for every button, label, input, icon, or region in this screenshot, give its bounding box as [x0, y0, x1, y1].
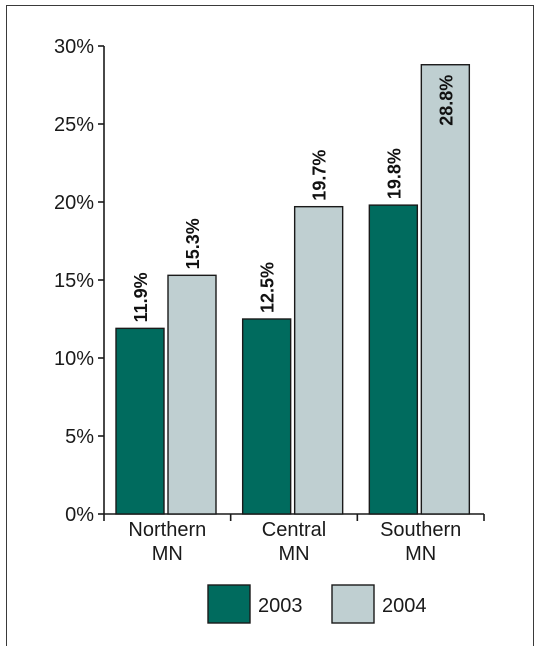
legend-swatch-2003 — [207, 584, 251, 624]
x-category-label: Central — [262, 519, 326, 541]
bar-2004-2 — [420, 64, 471, 515]
legend-label-2004: 2004 — [382, 595, 427, 617]
legend-label-2003: 2003 — [258, 595, 303, 617]
chart-legend: 2003 2004 — [207, 584, 427, 624]
chart-frame — [6, 5, 534, 646]
y-tick-label: 15% — [54, 270, 94, 292]
x-category-label: MN — [152, 543, 183, 565]
data-label: 19.7% — [310, 150, 330, 201]
x-category-label: MN — [405, 543, 436, 565]
y-tick-label: 0% — [65, 504, 94, 526]
y-tick-label: 5% — [65, 426, 94, 448]
bar-2003-0 — [115, 327, 165, 515]
x-category-label: Southern — [380, 519, 461, 541]
bar-2004-1 — [293, 205, 344, 515]
chart-axes: 0%5%10%15%20%25%30%NorthernMNCentralMNSo… — [54, 36, 485, 565]
chart-data-labels: 11.9% 15.3% 12.5% 19.7% 19.8% 28.8% — [131, 75, 456, 323]
legend-swatch-2004 — [331, 584, 375, 624]
data-label: 28.8% — [436, 75, 456, 126]
data-label: 12.5% — [258, 262, 278, 313]
bar-2003-1 — [241, 318, 292, 515]
x-category-label: Northern — [128, 519, 206, 541]
y-tick-label: 20% — [54, 192, 94, 214]
chart-bars — [115, 64, 471, 515]
data-label: 19.8% — [384, 148, 404, 199]
data-label: 15.3% — [183, 218, 203, 269]
bar-2004-0 — [167, 274, 217, 515]
y-tick-label: 10% — [54, 348, 94, 370]
data-label: 11.9% — [131, 272, 151, 322]
y-tick-label: 30% — [54, 36, 94, 58]
bar-2003-2 — [368, 204, 419, 515]
y-tick-label: 25% — [54, 114, 94, 136]
x-category-label: MN — [278, 543, 309, 565]
